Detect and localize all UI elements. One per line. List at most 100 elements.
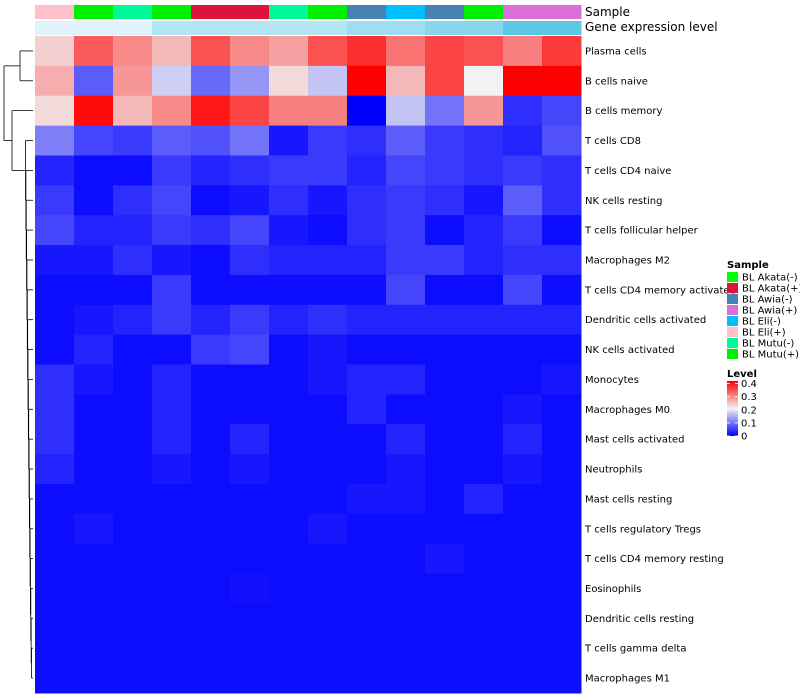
heatmap-cell (152, 394, 192, 425)
heatmap-cell (308, 663, 348, 694)
heatmap-cell (425, 274, 465, 306)
heatmap-cell (113, 155, 153, 186)
heatmap-cell (191, 663, 231, 694)
heatmap-cell (542, 364, 582, 395)
heatmap-cell (230, 454, 270, 485)
heatmap-cell (113, 633, 153, 664)
heatmap-cell (386, 95, 426, 127)
heatmap-cell (269, 663, 309, 694)
heatmap-cell (347, 394, 387, 425)
heatmap-cell (230, 65, 270, 97)
heatmap-cell (347, 663, 387, 694)
heatmap-cell (269, 513, 309, 545)
heatmap-cell (308, 245, 348, 276)
heatmap-cell (347, 513, 387, 545)
sample-legend-swatch (727, 338, 738, 348)
sample-legend-label: BL Akata(+) (742, 284, 800, 295)
expression-annotation-cell (152, 21, 192, 35)
heatmap-cell (503, 513, 543, 545)
row-label: Macrophages M1 (585, 674, 670, 685)
heatmap-cell (542, 65, 582, 97)
heatmap-cell (269, 454, 309, 485)
heatmap-cell (503, 155, 543, 186)
heatmap-cell (230, 274, 270, 306)
sample-annotation-cell (308, 5, 348, 19)
heatmap-cell (542, 245, 582, 276)
heatmap-cell (191, 215, 231, 246)
sample-annotation-cell (542, 5, 582, 19)
heatmap-cell (308, 513, 348, 545)
heatmap-cell (347, 125, 387, 156)
heatmap-cell (503, 394, 543, 425)
heatmap-cell (386, 304, 426, 336)
heatmap-cell (347, 364, 387, 395)
heatmap-cell (347, 274, 387, 306)
heatmap-cell (542, 633, 582, 664)
heatmap-cell (347, 36, 387, 67)
heatmap-cell (503, 215, 543, 246)
heatmap-cell (269, 125, 309, 156)
heatmap-cell (425, 334, 465, 365)
heatmap-cell (308, 215, 348, 246)
level-legend-title: Level (727, 369, 757, 380)
sample-legend-swatch (727, 316, 738, 326)
heatmap-cell (269, 65, 309, 97)
heatmap-cell (230, 95, 270, 127)
level-legend: Level 0.4 0.3 0.2 0.1 0 (727, 369, 757, 443)
heatmap-cell (74, 334, 114, 365)
sample-annotation-cell (347, 5, 387, 19)
heatmap-cell (503, 125, 543, 156)
heatmap-cell (113, 274, 153, 306)
heatmap-cell (386, 513, 426, 545)
row-label: NK cells resting (585, 196, 662, 207)
heatmap-cell (74, 304, 114, 336)
sample-legend-label: BL Awia(-) (742, 295, 793, 306)
heatmap-cell (425, 424, 465, 455)
row-label: Dendritic cells resting (585, 614, 694, 625)
sample-legend-swatch (727, 349, 738, 359)
heatmap-cell (347, 245, 387, 276)
heatmap-cell (269, 215, 309, 246)
heatmap-cell (113, 65, 153, 97)
heatmap-cell (386, 245, 426, 276)
heatmap-cell (308, 185, 348, 216)
heatmap-cell (542, 394, 582, 425)
heatmap-cell (308, 394, 348, 425)
heatmap-cell (542, 663, 582, 694)
expression-annotation-cell (191, 21, 231, 35)
heatmap-cell (35, 125, 75, 156)
sample-legend-label: BL Mutu(-) (742, 339, 794, 350)
heatmap-cell (113, 95, 153, 127)
sample-annotation-bar (35, 5, 582, 19)
heatmap-cell (425, 663, 465, 694)
heatmap-cell (113, 663, 153, 694)
heatmap-cell (347, 454, 387, 485)
heatmap-cell (425, 603, 465, 634)
heatmap-cell (503, 633, 543, 664)
heatmap-cell (503, 245, 543, 276)
heatmap-cell (113, 483, 153, 515)
heatmap-cell (113, 245, 153, 276)
heatmap-cell (308, 125, 348, 156)
heatmap-cell (113, 304, 153, 336)
heatmap-cell (542, 185, 582, 216)
expression-annotation-bar (35, 21, 582, 35)
expression-annotation-label: Gene expression level (585, 20, 718, 34)
heatmap-cell (230, 663, 270, 694)
heatmap-cell (542, 573, 582, 604)
heatmap-cell (269, 394, 309, 425)
heatmap-cell (347, 633, 387, 664)
heatmap-cell (152, 543, 192, 575)
sample-annotation-cell (425, 5, 465, 19)
heatmap-cell (152, 125, 192, 156)
heatmap-cell (464, 483, 504, 515)
heatmap-cell (35, 155, 75, 186)
heatmap-cell (113, 36, 153, 67)
heatmap-cell (269, 573, 309, 604)
heatmap-cell (35, 633, 75, 664)
sample-annotation-cell (230, 5, 270, 19)
sample-annotation-cell (503, 5, 543, 19)
heatmap-cell (152, 215, 192, 246)
heatmap-cell (191, 185, 231, 216)
